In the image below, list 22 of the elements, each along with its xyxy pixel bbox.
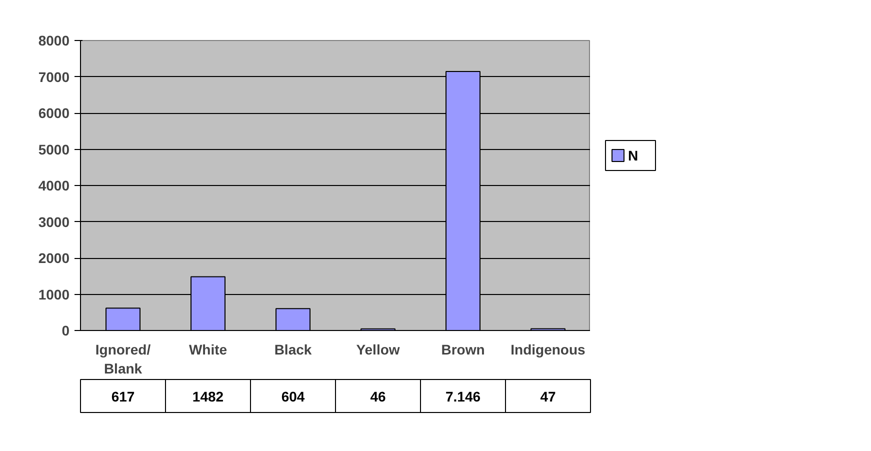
x-tick-label: Indigenous — [510, 342, 586, 358]
y-tick-label: 3000 — [38, 214, 70, 230]
data-label: 604 — [281, 388, 305, 404]
y-tick-label: 4000 — [38, 178, 70, 194]
x-tick-label: Yellow — [356, 342, 400, 358]
x-tick-label: Brown — [441, 342, 485, 358]
y-tick-label: 0 — [62, 322, 70, 338]
y-tick-label: 5000 — [38, 141, 70, 158]
y-tick-label: 8000 — [38, 32, 70, 48]
data-label: 617 — [111, 388, 135, 404]
x-tick-label: White — [188, 342, 228, 358]
data-label: 1482 — [192, 388, 224, 404]
y-tick-label: 1000 — [38, 286, 70, 302]
x-tick-label: Ignored/ Blank — [95, 342, 151, 377]
y-tick-label: 2000 — [38, 250, 70, 266]
legend-label: N — [628, 148, 638, 164]
x-tick-label: Black — [274, 342, 312, 358]
data-label: 47 — [540, 388, 556, 404]
y-tick-label: 7000 — [38, 68, 70, 85]
data-label: 46 — [370, 388, 386, 404]
y-tick-label: 6000 — [38, 105, 70, 121]
data-label: 7.146 — [445, 388, 481, 404]
